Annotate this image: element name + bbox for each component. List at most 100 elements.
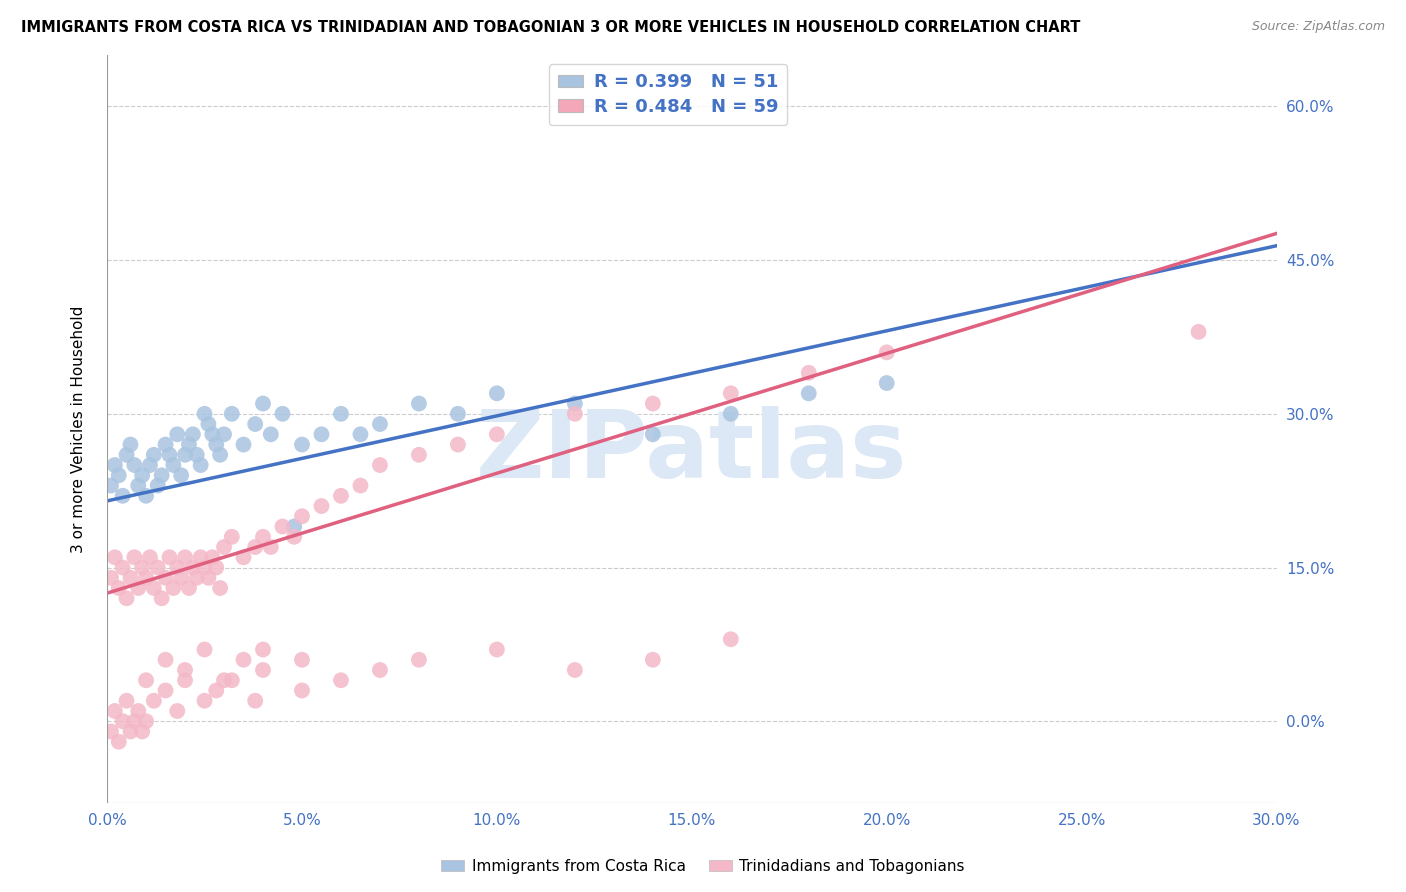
Point bbox=[485, 427, 508, 442]
Point bbox=[330, 407, 353, 421]
Point bbox=[193, 407, 215, 421]
Point bbox=[201, 427, 224, 442]
Point bbox=[311, 499, 333, 513]
Point bbox=[232, 653, 254, 667]
Point bbox=[174, 448, 197, 462]
Point bbox=[115, 694, 138, 708]
Point bbox=[139, 550, 162, 565]
Point bbox=[131, 724, 153, 739]
Point bbox=[876, 376, 898, 390]
Point bbox=[166, 704, 188, 718]
Point bbox=[485, 642, 508, 657]
Point bbox=[104, 704, 127, 718]
Point bbox=[181, 560, 204, 574]
Point bbox=[115, 448, 138, 462]
Point bbox=[260, 427, 283, 442]
Point bbox=[159, 448, 181, 462]
Point bbox=[127, 581, 149, 595]
Point bbox=[408, 653, 430, 667]
Point bbox=[330, 673, 353, 688]
Point bbox=[186, 571, 208, 585]
Point bbox=[245, 417, 267, 431]
Point bbox=[142, 448, 165, 462]
Point bbox=[155, 683, 177, 698]
Point bbox=[124, 458, 146, 472]
Point bbox=[720, 386, 742, 401]
Point bbox=[283, 519, 305, 533]
Point bbox=[641, 396, 664, 410]
Point bbox=[212, 427, 235, 442]
Point bbox=[447, 437, 470, 451]
Point bbox=[174, 663, 197, 677]
Point bbox=[120, 571, 142, 585]
Point bbox=[131, 468, 153, 483]
Point bbox=[252, 530, 274, 544]
Point bbox=[485, 386, 508, 401]
Point bbox=[100, 571, 122, 585]
Point bbox=[107, 468, 129, 483]
Point bbox=[104, 550, 127, 565]
Point bbox=[252, 663, 274, 677]
Point bbox=[139, 458, 162, 472]
Point bbox=[212, 540, 235, 554]
Point bbox=[245, 694, 267, 708]
Point bbox=[232, 550, 254, 565]
Point bbox=[271, 519, 294, 533]
Point bbox=[447, 407, 470, 421]
Point bbox=[330, 489, 353, 503]
Point bbox=[115, 591, 138, 606]
Point bbox=[564, 663, 586, 677]
Point bbox=[408, 448, 430, 462]
Point bbox=[142, 581, 165, 595]
Point bbox=[146, 478, 169, 492]
Point bbox=[193, 560, 215, 574]
Point bbox=[260, 540, 283, 554]
Point bbox=[291, 683, 314, 698]
Y-axis label: 3 or more Vehicles in Household: 3 or more Vehicles in Household bbox=[72, 305, 86, 553]
Point bbox=[368, 458, 391, 472]
Point bbox=[162, 581, 184, 595]
Point bbox=[120, 724, 142, 739]
Point bbox=[205, 437, 228, 451]
Point bbox=[221, 673, 243, 688]
Point bbox=[142, 694, 165, 708]
Point bbox=[876, 345, 898, 359]
Point bbox=[201, 550, 224, 565]
Point bbox=[150, 591, 173, 606]
Point bbox=[197, 571, 219, 585]
Point bbox=[127, 704, 149, 718]
Point bbox=[170, 571, 193, 585]
Point bbox=[720, 632, 742, 647]
Point bbox=[124, 714, 146, 729]
Point bbox=[205, 683, 228, 698]
Point bbox=[221, 407, 243, 421]
Point bbox=[641, 653, 664, 667]
Point bbox=[155, 653, 177, 667]
Point bbox=[193, 642, 215, 657]
Point bbox=[349, 427, 371, 442]
Point bbox=[111, 714, 134, 729]
Point bbox=[190, 550, 212, 565]
Point bbox=[135, 673, 157, 688]
Point bbox=[104, 458, 127, 472]
Point bbox=[291, 653, 314, 667]
Point bbox=[368, 417, 391, 431]
Point bbox=[135, 714, 157, 729]
Point bbox=[177, 581, 200, 595]
Point bbox=[564, 396, 586, 410]
Point bbox=[291, 437, 314, 451]
Point bbox=[111, 560, 134, 574]
Point bbox=[797, 366, 820, 380]
Point bbox=[174, 673, 197, 688]
Point bbox=[146, 560, 169, 574]
Point bbox=[155, 571, 177, 585]
Point bbox=[100, 478, 122, 492]
Point bbox=[283, 530, 305, 544]
Point bbox=[120, 437, 142, 451]
Legend: R = 0.399   N = 51, R = 0.484   N = 59: R = 0.399 N = 51, R = 0.484 N = 59 bbox=[548, 64, 787, 125]
Point bbox=[177, 437, 200, 451]
Point bbox=[135, 489, 157, 503]
Text: ZIPatlas: ZIPatlas bbox=[477, 406, 907, 498]
Point bbox=[159, 550, 181, 565]
Point bbox=[197, 417, 219, 431]
